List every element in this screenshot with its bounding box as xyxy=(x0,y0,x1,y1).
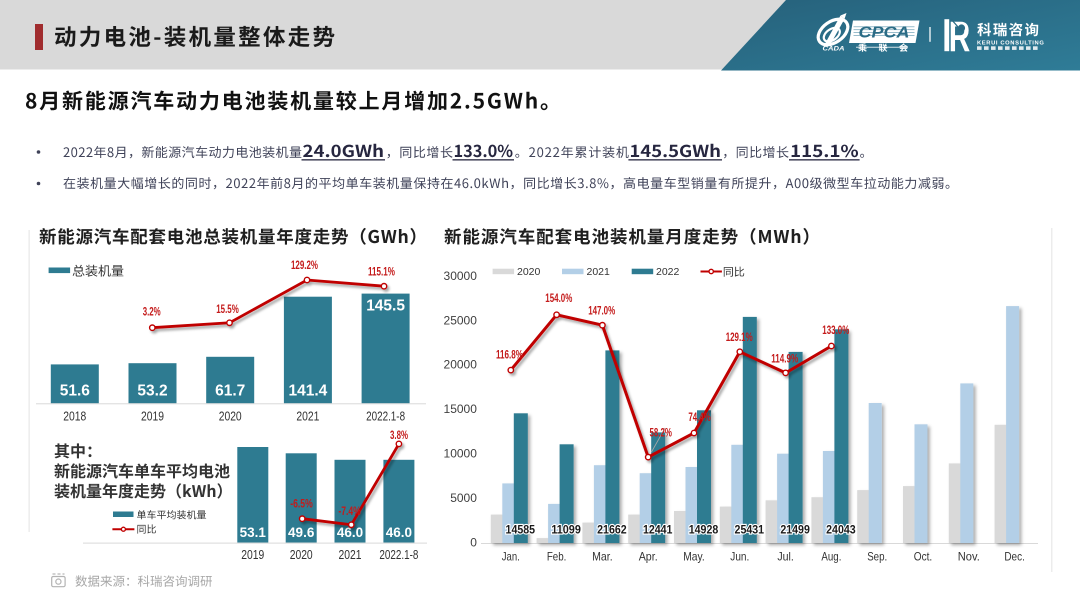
svg-text:Dec.: Dec. xyxy=(1004,550,1025,564)
svg-text:14928: 14928 xyxy=(689,525,719,537)
svg-text:Apr.: Apr. xyxy=(639,550,658,564)
svg-text:129.2%: 129.2% xyxy=(291,258,318,272)
svg-text:R: R xyxy=(949,13,971,61)
svg-text:2020: 2020 xyxy=(219,410,242,424)
svg-text:-7.4%: -7.4% xyxy=(338,504,361,518)
svg-text:46.0: 46.0 xyxy=(337,525,363,540)
svg-text:2018: 2018 xyxy=(63,410,86,424)
svg-text:CPCA: CPCA xyxy=(859,25,910,42)
svg-text:10000: 10000 xyxy=(444,446,478,460)
svg-text:51.6: 51.6 xyxy=(60,383,91,400)
svg-text:58.2%: 58.2% xyxy=(649,426,672,440)
svg-text:74.4%: 74.4% xyxy=(688,410,711,424)
svg-text:2022.1-8: 2022.1-8 xyxy=(366,410,405,424)
svg-text:154.0%: 154.0% xyxy=(545,291,572,305)
svg-text:May.: May. xyxy=(683,550,705,564)
svg-text:53.1: 53.1 xyxy=(240,525,267,540)
svg-text:Feb.: Feb. xyxy=(547,550,567,564)
svg-text:15000: 15000 xyxy=(444,402,478,416)
svg-text:15.5%: 15.5% xyxy=(216,302,239,316)
svg-text:20000: 20000 xyxy=(444,358,478,372)
svg-text:Mar.: Mar. xyxy=(592,550,613,564)
svg-text:Aug.: Aug. xyxy=(821,550,841,564)
svg-text:3.2%: 3.2% xyxy=(143,305,161,319)
svg-text:-6.5%: -6.5% xyxy=(290,497,313,511)
svg-text:46.0: 46.0 xyxy=(386,525,412,540)
svg-text:114.9%: 114.9% xyxy=(771,351,798,365)
svg-text:2021: 2021 xyxy=(339,548,362,562)
svg-text:2020: 2020 xyxy=(290,548,313,562)
svg-text:Jul.: Jul. xyxy=(777,550,794,564)
svg-text:2019: 2019 xyxy=(241,548,264,562)
svg-text:53.2: 53.2 xyxy=(137,383,167,400)
svg-text:Jan.: Jan. xyxy=(502,550,520,564)
svg-text:116.8%: 116.8% xyxy=(496,348,523,362)
svg-text:30000: 30000 xyxy=(444,269,478,283)
svg-text:21499: 21499 xyxy=(780,525,810,537)
svg-text:Oct.: Oct. xyxy=(914,550,933,564)
svg-text:25431: 25431 xyxy=(735,525,765,537)
svg-text:2021: 2021 xyxy=(296,410,319,424)
svg-text:Sep.: Sep. xyxy=(867,550,887,564)
svg-text:11099: 11099 xyxy=(551,525,581,537)
svg-text:12441: 12441 xyxy=(643,525,673,537)
svg-text:2021: 2021 xyxy=(587,266,611,278)
svg-text:21662: 21662 xyxy=(597,525,627,537)
svg-text:115.1%: 115.1% xyxy=(368,265,395,279)
svg-text:129.1%: 129.1% xyxy=(726,330,753,344)
svg-text:133.0%: 133.0% xyxy=(822,323,849,337)
svg-text:49.6: 49.6 xyxy=(288,525,315,540)
svg-text:141.4: 141.4 xyxy=(289,383,328,400)
svg-text:2020: 2020 xyxy=(517,266,541,278)
svg-text:24043: 24043 xyxy=(826,525,856,537)
svg-text:14585: 14585 xyxy=(506,525,536,537)
svg-text:2022.1-8: 2022.1-8 xyxy=(379,548,418,562)
svg-text:CADA: CADA xyxy=(823,47,845,53)
svg-text:2019: 2019 xyxy=(141,410,164,424)
svg-text:3.8%: 3.8% xyxy=(390,428,408,442)
svg-text:25000: 25000 xyxy=(444,313,478,327)
svg-text:Jun.: Jun. xyxy=(730,550,749,564)
svg-text:KERUI CONSULTING: KERUI CONSULTING xyxy=(977,41,1044,47)
svg-text:5000: 5000 xyxy=(450,491,477,505)
svg-text:61.7: 61.7 xyxy=(215,383,245,400)
svg-text:0: 0 xyxy=(470,536,477,550)
svg-text:Nov.: Nov. xyxy=(958,550,980,564)
svg-text:145.5: 145.5 xyxy=(366,298,405,315)
svg-text:2022: 2022 xyxy=(656,266,680,278)
svg-text:147.0%: 147.0% xyxy=(588,304,615,318)
